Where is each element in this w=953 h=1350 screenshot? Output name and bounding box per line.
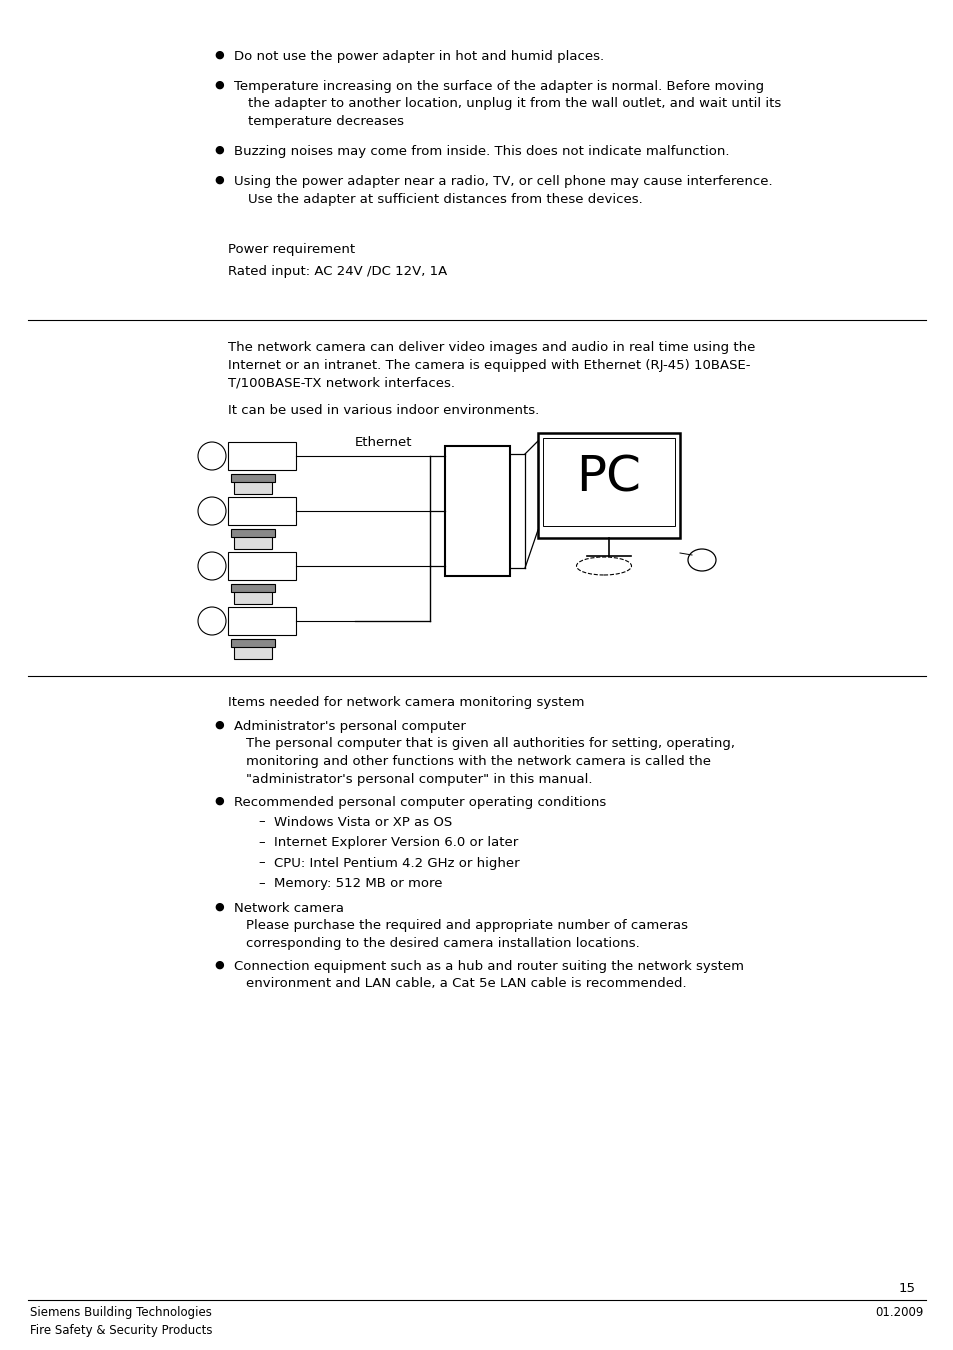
Bar bbox=[228, 552, 295, 580]
Bar bbox=[231, 474, 274, 482]
Text: –: – bbox=[257, 815, 264, 829]
Text: Buzzing noises may come from inside. This does not indicate malfunction.: Buzzing noises may come from inside. Thi… bbox=[233, 144, 729, 158]
Text: ●: ● bbox=[213, 50, 224, 59]
Text: ●: ● bbox=[213, 80, 224, 90]
Text: T/100BASE-TX network interfaces.: T/100BASE-TX network interfaces. bbox=[228, 377, 455, 390]
Text: corresponding to the desired camera installation locations.: corresponding to the desired camera inst… bbox=[246, 937, 639, 949]
Text: Ethernet: Ethernet bbox=[355, 436, 412, 450]
Bar bbox=[228, 497, 295, 525]
Text: Administrator's personal computer: Administrator's personal computer bbox=[233, 720, 465, 733]
Text: Use the adapter at sufficient distances from these devices.: Use the adapter at sufficient distances … bbox=[248, 193, 642, 205]
Text: The personal computer that is given all authorities for setting, operating,: The personal computer that is given all … bbox=[246, 737, 734, 751]
Bar bbox=[537, 433, 679, 539]
Text: monitoring and other functions with the network camera is called the: monitoring and other functions with the … bbox=[246, 755, 710, 768]
Text: –: – bbox=[257, 836, 264, 849]
Text: –: – bbox=[257, 878, 264, 890]
Text: PC: PC bbox=[576, 454, 640, 501]
Bar bbox=[233, 533, 272, 549]
Bar bbox=[233, 478, 272, 494]
Text: Recommended personal computer operating conditions: Recommended personal computer operating … bbox=[233, 796, 605, 809]
Text: The network camera can deliver video images and audio in real time using the: The network camera can deliver video ima… bbox=[228, 342, 755, 355]
Bar bbox=[231, 529, 274, 537]
Text: ●: ● bbox=[213, 144, 224, 155]
Text: Please purchase the required and appropriate number of cameras: Please purchase the required and appropr… bbox=[246, 919, 687, 931]
Bar bbox=[233, 589, 272, 603]
Text: Power requirement: Power requirement bbox=[228, 243, 355, 255]
Text: temperature decreases: temperature decreases bbox=[248, 115, 403, 128]
Text: Siemens Building Technologies: Siemens Building Technologies bbox=[30, 1305, 212, 1319]
Text: ●: ● bbox=[213, 720, 224, 730]
Text: ●: ● bbox=[213, 176, 224, 185]
Text: Items needed for network camera monitoring system: Items needed for network camera monitori… bbox=[228, 697, 584, 709]
Text: CPU: Intel Pentium 4.2 GHz or higher: CPU: Intel Pentium 4.2 GHz or higher bbox=[274, 856, 519, 869]
Bar bbox=[228, 608, 295, 634]
Text: Internet Explorer Version 6.0 or later: Internet Explorer Version 6.0 or later bbox=[274, 836, 517, 849]
Text: Connection equipment such as a hub and router suiting the network system: Connection equipment such as a hub and r… bbox=[233, 960, 743, 973]
Text: Windows Vista or XP as OS: Windows Vista or XP as OS bbox=[274, 815, 452, 829]
Text: It can be used in various indoor environments.: It can be used in various indoor environ… bbox=[228, 404, 538, 417]
Text: environment and LAN cable, a Cat 5e LAN cable is recommended.: environment and LAN cable, a Cat 5e LAN … bbox=[246, 977, 686, 991]
Text: Internet or an intranet. The camera is equipped with Ethernet (RJ-45) 10BASE-: Internet or an intranet. The camera is e… bbox=[228, 359, 750, 373]
Text: ●: ● bbox=[213, 960, 224, 971]
Text: "administrator's personal computer" in this manual.: "administrator's personal computer" in t… bbox=[246, 772, 592, 786]
Text: ●: ● bbox=[213, 902, 224, 911]
Text: the adapter to another location, unplug it from the wall outlet, and wait until : the adapter to another location, unplug … bbox=[248, 97, 781, 111]
Text: –: – bbox=[257, 856, 264, 869]
Text: Fire Safety & Security Products: Fire Safety & Security Products bbox=[30, 1324, 213, 1336]
Bar bbox=[233, 643, 272, 659]
Text: Rated input: AC 24V /DC 12V, 1A: Rated input: AC 24V /DC 12V, 1A bbox=[228, 265, 447, 278]
Bar bbox=[542, 437, 675, 526]
Bar bbox=[231, 639, 274, 647]
Text: Temperature increasing on the surface of the adapter is normal. Before moving: Temperature increasing on the surface of… bbox=[233, 80, 763, 93]
Bar bbox=[228, 441, 295, 470]
Text: Network camera: Network camera bbox=[233, 902, 344, 914]
Text: 01.2009: 01.2009 bbox=[875, 1305, 923, 1319]
Text: Using the power adapter near a radio, TV, or cell phone may cause interference.: Using the power adapter near a radio, TV… bbox=[233, 176, 772, 188]
Text: Memory: 512 MB or more: Memory: 512 MB or more bbox=[274, 878, 442, 890]
Bar bbox=[444, 446, 510, 576]
Bar bbox=[231, 585, 274, 593]
Text: ●: ● bbox=[213, 796, 224, 806]
Text: Do not use the power adapter in hot and humid places.: Do not use the power adapter in hot and … bbox=[233, 50, 603, 63]
Text: 15: 15 bbox=[898, 1282, 915, 1295]
